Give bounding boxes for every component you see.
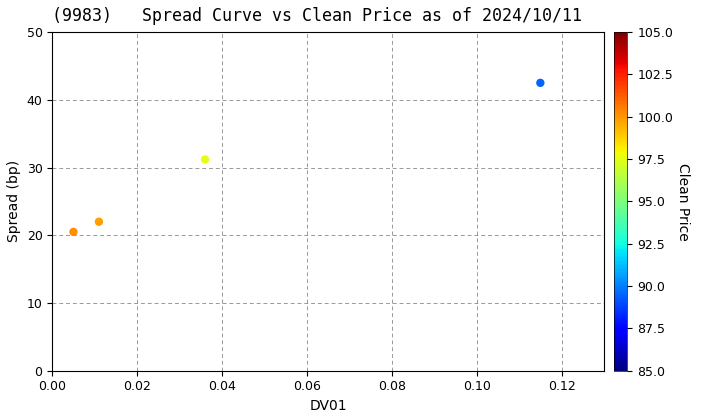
Y-axis label: Spread (bp): Spread (bp) [7, 160, 21, 242]
Text: (9983)   Spread Curve vs Clean Price as of 2024/10/11: (9983) Spread Curve vs Clean Price as of… [53, 7, 582, 25]
Point [534, 79, 546, 86]
Point [68, 228, 79, 235]
Point [93, 218, 104, 225]
Point [199, 156, 211, 163]
X-axis label: DV01: DV01 [310, 399, 347, 413]
Y-axis label: Clean Price: Clean Price [676, 163, 690, 240]
